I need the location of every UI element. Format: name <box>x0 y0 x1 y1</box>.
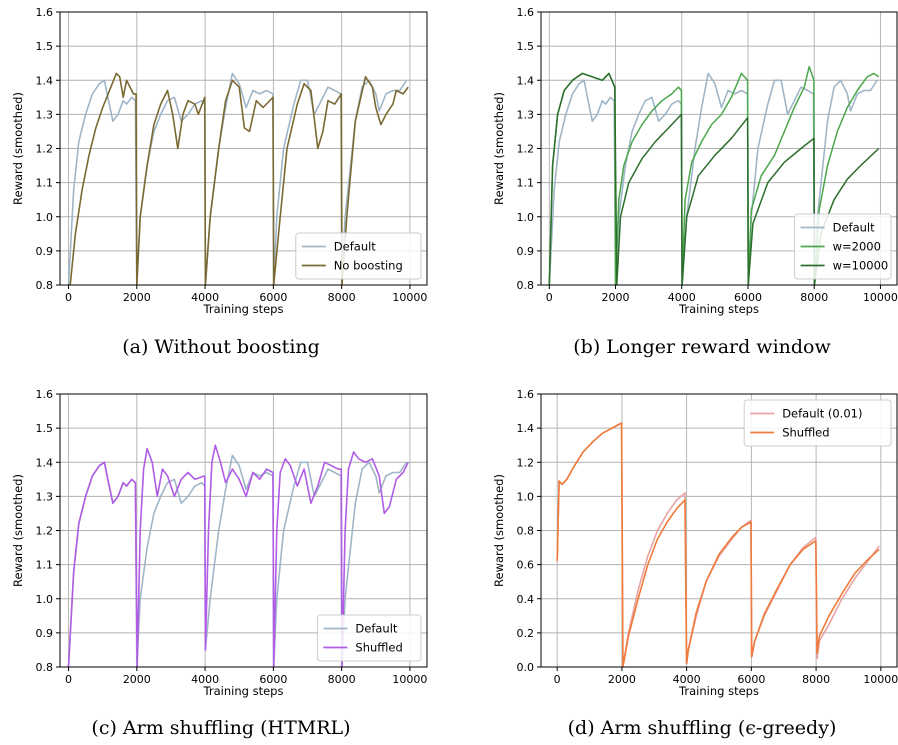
x-tick-label: 6000 <box>737 673 765 686</box>
x-tick-label: 0 <box>65 673 72 686</box>
y-tick-label: 0.9 <box>36 245 54 258</box>
x-tick-label: 8000 <box>328 291 356 304</box>
y-tick-label: 1.6 <box>517 6 535 19</box>
y-tick-label: 0.8 <box>517 279 535 292</box>
x-tick-label: 10000 <box>863 673 898 686</box>
x-tick-label: 2000 <box>123 291 151 304</box>
y-tick-label: 1.2 <box>517 456 535 469</box>
legend-label: Default <box>833 221 876 235</box>
x-tick-label: 0 <box>554 673 561 686</box>
x-tick-label: 8000 <box>800 291 828 304</box>
y-tick-label: 0.6 <box>517 559 535 572</box>
y-tick-label: 1.2 <box>36 525 54 538</box>
legend: Default w=2000 w=10000 <box>794 213 892 280</box>
y-tick-label: 0.4 <box>517 593 535 606</box>
y-tick-label: 0.9 <box>36 627 54 640</box>
x-tick-label: 8000 <box>802 673 830 686</box>
y-axis-label: Reward (smoothed) <box>11 474 25 587</box>
legend-label: Shuffled <box>782 426 829 440</box>
caption-b: (b) Longer reward window <box>573 336 831 358</box>
y-tick-label: 1.3 <box>36 108 54 121</box>
subplot-c: 0 2000 4000 6000 8000 10000 0.8 0.9 1.0 1.1 1.2 1.3… <box>11 388 428 698</box>
legend: Default (0.01) Shuffled <box>743 399 892 447</box>
series-line-w-10000 <box>548 72 880 285</box>
x-tick-label: 4000 <box>668 291 696 304</box>
x-tick-label: 0 <box>546 291 553 304</box>
x-tick-label: 6000 <box>259 291 287 304</box>
y-tick-label: 1.1 <box>36 559 54 572</box>
x-axis-label: Training steps <box>678 302 759 316</box>
y-tick-label: 0.8 <box>36 279 54 292</box>
subplot-a: 0 2000 4000 6000 8000 10000 0.8 0.9 1.0 1.1 1.2 1.3… <box>11 6 428 316</box>
legend-label: Default <box>355 622 398 636</box>
x-tick-label: 10000 <box>392 291 427 304</box>
y-tick-label: 1.2 <box>517 143 535 156</box>
y-tick-label: 0.9 <box>517 245 535 258</box>
subplot-d: 0 2000 4000 6000 8000 10000 0.0 0.2 0.4 0.6 0.8 1.0… <box>492 388 898 698</box>
y-tick-label: 1.0 <box>517 211 535 224</box>
legend-label: Default <box>334 240 377 254</box>
y-tick-label: 1.4 <box>36 74 54 87</box>
x-tick-label: 2000 <box>123 673 151 686</box>
subplot-b: 0 2000 4000 6000 8000 10000 0.8 0.9 1.0 1.1 1.2 1.3… <box>492 6 898 316</box>
y-tick-label: 1.6 <box>517 388 535 401</box>
legend-label: w=10000 <box>833 259 889 273</box>
y-tick-label: 0.2 <box>517 627 535 640</box>
x-tick-label: 4000 <box>191 673 219 686</box>
series-line-default-0-01 <box>556 422 880 667</box>
x-tick-label: 4000 <box>673 673 701 686</box>
y-tick-label: 1.2 <box>36 143 54 156</box>
legend-label: w=2000 <box>833 240 881 254</box>
y-tick-label: 1.3 <box>517 108 535 121</box>
y-axis-label: Reward (smoothed) <box>492 92 506 205</box>
y-tick-label: 0.0 <box>517 661 535 674</box>
y-tick-label: 1.5 <box>36 422 54 435</box>
caption-c: (c) Arm shuffling (HTMRL) <box>91 717 350 739</box>
series-line-shuffled <box>67 444 409 667</box>
x-tick-label: 10000 <box>392 673 427 686</box>
y-tick-label: 1.4 <box>36 456 54 469</box>
x-tick-label: 10000 <box>863 291 898 304</box>
legend: Default No boosting <box>295 232 422 280</box>
y-tick-label: 1.5 <box>36 40 54 53</box>
y-tick-label: 0.8 <box>36 661 54 674</box>
x-tick-label: 6000 <box>734 291 762 304</box>
caption-d: (d) Arm shuffling (ϵ-greedy) <box>568 717 837 739</box>
legend-label: Shuffled <box>355 641 402 655</box>
y-tick-label: 1.0 <box>36 211 54 224</box>
y-tick-label: 1.6 <box>36 388 54 401</box>
y-tick-label: 1.4 <box>517 422 535 435</box>
x-tick-label: 2000 <box>602 291 630 304</box>
y-tick-label: 1.1 <box>36 177 54 190</box>
legend-label: Default (0.01) <box>782 407 862 421</box>
series-line-no-boosting <box>69 72 409 285</box>
x-tick-label: 4000 <box>191 291 219 304</box>
y-tick-label: 1.0 <box>517 490 535 503</box>
y-tick-label: 1.4 <box>517 74 535 87</box>
x-axis-label: Training steps <box>203 684 284 698</box>
y-tick-label: 1.3 <box>36 490 54 503</box>
x-tick-label: 2000 <box>608 673 636 686</box>
caption-a: (a) Without boosting <box>122 336 320 358</box>
series-line-shuffled <box>556 422 880 667</box>
y-tick-label: 1.6 <box>36 6 54 19</box>
x-tick-label: 8000 <box>328 673 356 686</box>
x-tick-label: 0 <box>65 291 72 304</box>
y-axis-label: Reward (smoothed) <box>11 92 25 205</box>
legend-label: No boosting <box>334 259 403 273</box>
x-axis-label: Training steps <box>203 302 284 316</box>
y-tick-label: 1.5 <box>517 40 535 53</box>
x-axis-label: Training steps <box>678 684 759 698</box>
x-tick-label: 6000 <box>259 673 287 686</box>
legend: Default Shuffled <box>316 614 422 662</box>
y-tick-label: 1.1 <box>517 177 535 190</box>
y-axis-label: Reward (smoothed) <box>492 474 506 587</box>
y-tick-label: 1.0 <box>36 593 54 606</box>
y-tick-label: 0.8 <box>517 525 535 538</box>
